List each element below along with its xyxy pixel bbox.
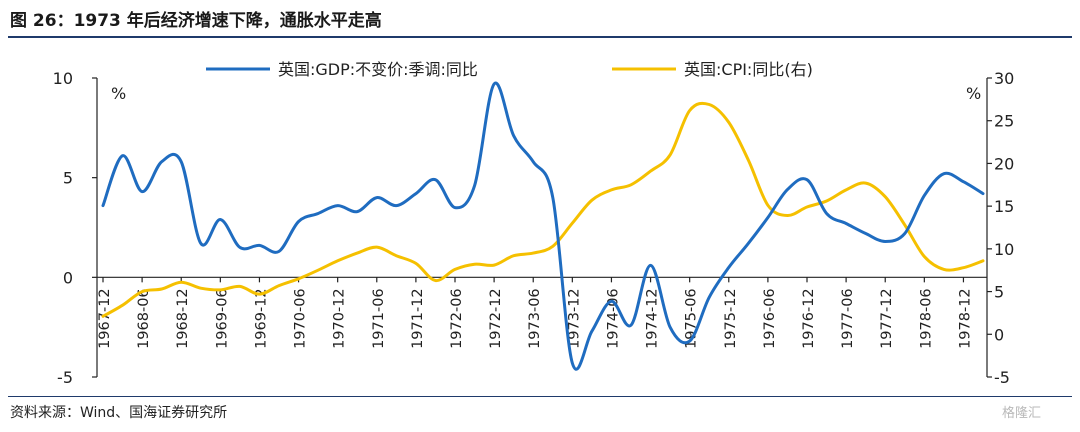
legend-label-cpi: 英国:CPI:同比(右)	[684, 60, 813, 79]
x-tick-label: 1969-12	[253, 288, 269, 349]
left-tick-label: 5	[63, 169, 73, 188]
right-tick-label: 5	[994, 283, 1004, 302]
x-tick-label: 1968-06	[136, 288, 152, 349]
left-tick-label: 10	[53, 69, 73, 88]
series-line-cpi	[101, 101, 985, 318]
x-tick-label: 1972-12	[488, 288, 504, 349]
right-tick-label: 25	[994, 112, 1014, 131]
axes: -5 0 5 10 -5 0 5 10 15 20 25 30 1967-12 1968-06 1968-1…	[53, 69, 1015, 387]
series-lines	[101, 81, 985, 371]
legend-label-gdp: 英国:GDP:不变价:季调:同比	[278, 60, 478, 79]
x-tick-label: 1975-12	[723, 288, 739, 349]
x-tick-label: 1973-12	[566, 288, 582, 349]
x-tick-label: 1972-06	[449, 288, 465, 349]
x-tick-label: 1970-12	[332, 288, 348, 349]
right-tick-label: 30	[994, 69, 1014, 88]
x-tick-label: 1977-12	[879, 288, 895, 349]
x-tick-label: 1971-12	[410, 288, 426, 349]
source-note: 资料来源：Wind、国海证券研究所	[10, 405, 228, 421]
x-tick-label: 1969-06	[214, 288, 230, 349]
x-tick-label: 1978-12	[957, 288, 973, 349]
watermark: 格隆汇	[1002, 406, 1042, 421]
x-tick-label: 1977-06	[840, 288, 856, 349]
x-tick-label: 1976-12	[801, 288, 817, 349]
x-tick-label: 1970-06	[293, 288, 309, 349]
right-tick-label: -5	[994, 368, 1010, 387]
left-unit-label: %	[111, 84, 126, 103]
x-tick-label: 1968-12	[175, 288, 191, 349]
title-rule	[8, 36, 1072, 38]
x-tick-label: 1978-06	[918, 288, 934, 349]
series-line-gdp	[101, 81, 985, 371]
left-tick-label: 0	[63, 268, 73, 287]
source-rule	[8, 396, 1072, 397]
legend: 英国:GDP:不变价:季调:同比 英国:CPI:同比(右)	[206, 60, 813, 79]
right-tick-label: 15	[994, 197, 1014, 216]
x-tick-label: 1974-12	[645, 288, 661, 349]
x-tick-label: 1967-12	[97, 288, 113, 349]
x-tick-label: 1973-06	[527, 288, 543, 349]
right-tick-label: 20	[994, 154, 1014, 173]
x-tick-label: 1971-06	[371, 288, 387, 349]
x-tick-label: 1976-06	[762, 288, 778, 349]
right-tick-label: 10	[994, 240, 1014, 259]
x-tick-label: 1974-06	[605, 288, 621, 349]
figure-title: 图 26：1973 年后经济增速下降，通胀水平走高	[10, 11, 382, 31]
right-unit-label: %	[966, 84, 981, 103]
right-tick-label: 0	[994, 325, 1004, 344]
left-tick-label: -5	[57, 368, 73, 387]
